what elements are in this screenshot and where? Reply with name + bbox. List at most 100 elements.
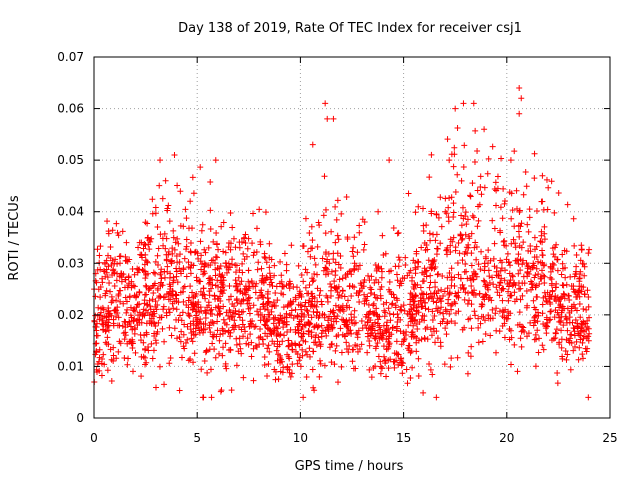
data-point — [541, 236, 548, 243]
data-point — [158, 314, 165, 321]
data-point — [212, 253, 219, 260]
data-point — [176, 387, 183, 394]
data-point — [452, 244, 459, 251]
data-point — [238, 350, 245, 357]
data-point — [198, 325, 205, 332]
data-point — [560, 290, 567, 297]
data-point — [202, 307, 209, 314]
data-point — [579, 355, 586, 362]
data-point — [107, 288, 114, 295]
data-point — [340, 308, 347, 315]
data-point — [261, 354, 268, 361]
data-point — [512, 240, 519, 247]
data-point — [337, 265, 344, 272]
data-point — [296, 342, 303, 349]
data-point — [546, 317, 553, 324]
data-point — [176, 312, 183, 319]
data-point — [415, 309, 422, 316]
data-point — [332, 203, 339, 210]
data-point — [475, 315, 482, 322]
data-point — [207, 226, 214, 233]
data-point — [531, 234, 538, 241]
data-point — [237, 288, 244, 295]
data-point — [453, 293, 460, 300]
data-point — [246, 300, 253, 307]
data-point — [276, 341, 283, 348]
data-point — [424, 246, 431, 253]
data-point — [478, 248, 485, 255]
data-point — [172, 239, 179, 246]
data-point — [220, 344, 227, 351]
data-point — [212, 272, 219, 279]
data-point — [137, 337, 144, 344]
data-point — [366, 342, 373, 349]
data-point — [92, 323, 99, 330]
data-point — [557, 317, 564, 324]
data-point — [266, 281, 273, 288]
data-point — [151, 320, 158, 327]
data-point — [214, 312, 221, 319]
data-point — [302, 266, 309, 273]
data-point — [504, 250, 511, 257]
data-point — [299, 323, 306, 330]
data-point — [271, 272, 278, 279]
data-point — [552, 293, 559, 300]
data-point — [421, 313, 428, 320]
x-tick-label: 10 — [293, 431, 308, 445]
data-point — [450, 163, 457, 170]
data-point — [452, 320, 459, 327]
data-point — [400, 338, 407, 345]
data-point — [579, 339, 586, 346]
data-point — [152, 204, 159, 211]
data-point — [575, 288, 582, 295]
data-point — [514, 205, 521, 212]
data-point — [311, 324, 318, 331]
data-point — [385, 338, 392, 345]
data-point — [365, 314, 372, 321]
data-point — [123, 309, 130, 316]
data-point — [169, 250, 176, 257]
data-point — [486, 273, 493, 280]
data-point — [265, 342, 272, 349]
data-point — [354, 343, 361, 350]
data-point — [254, 266, 261, 273]
data-point — [517, 256, 524, 263]
data-point — [458, 212, 465, 219]
data-point — [120, 300, 127, 307]
data-point — [130, 368, 137, 375]
data-point — [451, 283, 458, 290]
data-point — [429, 308, 436, 315]
data-point — [446, 157, 453, 164]
data-point — [571, 242, 578, 249]
data-point — [461, 142, 468, 149]
data-point — [459, 326, 466, 333]
data-point — [149, 196, 156, 203]
data-point — [459, 235, 466, 242]
data-point — [555, 189, 562, 196]
data-point — [223, 263, 230, 270]
data-point — [571, 343, 578, 350]
data-point — [177, 188, 184, 195]
data-point — [136, 300, 143, 307]
data-point — [302, 215, 309, 222]
data-point — [110, 266, 117, 273]
data-point — [554, 267, 561, 274]
data-point — [372, 276, 379, 283]
data-point — [433, 210, 440, 217]
data-point — [302, 338, 309, 345]
data-point — [150, 347, 157, 354]
data-point — [142, 345, 149, 352]
data-point — [457, 275, 464, 282]
data-point — [145, 347, 152, 354]
data-point — [551, 314, 558, 321]
data-point — [520, 257, 527, 264]
data-point — [328, 228, 335, 235]
data-point — [576, 278, 583, 285]
data-point — [462, 289, 469, 296]
data-point — [177, 338, 184, 345]
data-point — [214, 318, 221, 325]
data-point — [584, 324, 591, 331]
data-point — [491, 225, 498, 232]
data-point — [532, 272, 539, 279]
data-point — [412, 264, 419, 271]
